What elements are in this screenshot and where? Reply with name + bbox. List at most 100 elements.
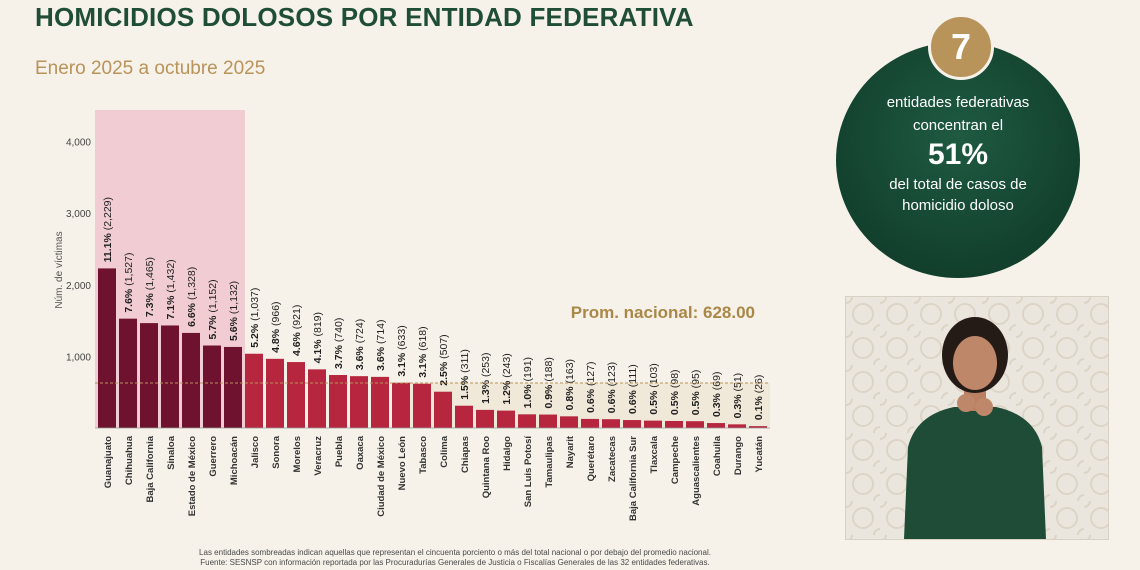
bar-value-label: 1.3% (253) [480, 353, 492, 404]
category-label: Tamaulipas [544, 436, 555, 488]
bar-value-label: 5.6% (1,132) [228, 281, 240, 341]
bar [455, 405, 473, 428]
bar-value-label: 1.2% (243) [501, 353, 513, 404]
bar [245, 353, 263, 428]
y-tick-label: 3,000 [66, 209, 91, 220]
bar-value-label: 0.6% (111) [627, 364, 639, 414]
page-title: HOMICIDIOS DOLOSOS POR ENTIDAD FEDERATIV… [35, 2, 694, 32]
badge-percent: 51% [927, 138, 989, 171]
bar [161, 325, 179, 428]
bar-value-label: 2.5% (507) [438, 334, 450, 385]
bar-value-label: 3.1% (618) [417, 326, 429, 377]
page-subtitle: Enero 2025 a octubre 2025 [35, 58, 266, 79]
bar [98, 268, 116, 428]
bar [413, 383, 431, 428]
badge-line-4: homicidio doloso [902, 197, 1014, 214]
category-label: Chiapas [460, 436, 471, 473]
bar [119, 318, 137, 428]
category-label: Nuevo León [397, 436, 408, 491]
bar [224, 346, 242, 428]
category-label: Durango [733, 436, 744, 475]
category-label: Sinaloa [166, 435, 177, 470]
bar-value-label: 0.5% (95) [690, 370, 702, 416]
category-label: Veracruz [313, 436, 324, 476]
category-label: Campeche [670, 436, 681, 484]
bar [665, 420, 683, 428]
category-label: Estado de México [187, 436, 198, 516]
category-label: Baja California [145, 435, 156, 502]
bar [266, 358, 284, 428]
badge-line-2: concentran el [912, 117, 1004, 134]
bar-value-label: 0.5% (98) [669, 369, 681, 415]
sign-language-interpreter-video [845, 296, 1109, 540]
bar-value-label: 1.5% (311) [459, 349, 471, 400]
bar-value-label: 7.6% (1,527) [123, 253, 135, 313]
bar [518, 414, 536, 428]
bar [602, 419, 620, 428]
category-label: San Luis Potosí [523, 436, 534, 508]
category-label: Guerrero [208, 436, 219, 477]
bar [539, 414, 557, 428]
bar [329, 375, 347, 428]
category-label: Oaxaca [355, 435, 366, 470]
bar-value-label: 4.8% (966) [270, 301, 282, 352]
homicides-bar-chart: Núm. de víctimas 1,000 2,000 3,000 4,000 11.1… [54, 110, 770, 521]
bar-value-label: 6.6% (1,328) [186, 267, 198, 327]
category-label: Morelos [292, 436, 303, 472]
y-axis-label: Núm. de víctimas [54, 231, 65, 308]
bar-value-label: 11.1% (2,229) [102, 197, 114, 262]
bar [497, 410, 515, 428]
interpreter-figure-icon [904, 317, 1046, 539]
category-label: Nayarit [565, 435, 576, 468]
bar-value-label: 0.6% (123) [606, 362, 618, 413]
bar-value-label: 3.6% (724) [354, 319, 366, 370]
bar-value-label: 0.1% (26) [753, 375, 765, 421]
category-label: Yucatán [754, 436, 765, 473]
badge-line-1: entidades federativas [886, 94, 1030, 111]
bar-value-label: 0.5% (103) [648, 363, 660, 414]
category-label: Hidalgo [502, 436, 513, 471]
category-label: Querétaro [586, 436, 597, 482]
bar [644, 420, 662, 428]
bar [434, 391, 452, 428]
bar-value-label: 5.2% (1,037) [249, 288, 261, 348]
category-label: Ciudad de México [376, 436, 387, 517]
category-label: Sonora [271, 435, 282, 468]
bar [203, 345, 221, 428]
bar [392, 382, 410, 428]
bar [182, 332, 200, 428]
category-label: Coahuila [712, 435, 723, 476]
category-label: Tlaxcala [649, 435, 660, 473]
bar [728, 424, 746, 428]
bar [371, 376, 389, 428]
category-label: Baja California Sur [628, 436, 639, 521]
bar [581, 418, 599, 428]
category-label: Aguascalientes [691, 436, 702, 506]
bar-value-label: 3.1% (633) [396, 325, 408, 376]
bar-value-label: 4.1% (819) [312, 312, 324, 363]
bar [560, 416, 578, 428]
y-tick-label: 4,000 [66, 138, 91, 149]
bar [308, 369, 326, 428]
bar-value-label: 4.6% (921) [291, 305, 303, 356]
bar [287, 362, 305, 428]
summary-badge: 7 entidades federativas concentran el 51… [836, 14, 1080, 278]
y-tick-label: 2,000 [66, 281, 91, 292]
footnote-source: Fuente: SESNSP con información reportada… [200, 558, 710, 567]
category-label: Puebla [334, 435, 345, 467]
bar-value-label: 0.9% (188) [543, 357, 555, 408]
category-label: Chihuahua [124, 435, 135, 485]
y-tick-label: 1,000 [66, 352, 91, 363]
bar [140, 323, 158, 428]
category-label: Guanajuato [103, 436, 114, 488]
bar [476, 409, 494, 428]
bar [707, 423, 725, 428]
bar [350, 376, 368, 428]
bar [686, 421, 704, 428]
bar [623, 420, 641, 428]
bar [749, 426, 767, 428]
bar-value-label: 0.3% (51) [732, 373, 744, 419]
category-label: Tabasco [418, 436, 429, 474]
bar-value-label: 0.6% (127) [585, 362, 597, 413]
badge-number: 7 [928, 14, 994, 80]
